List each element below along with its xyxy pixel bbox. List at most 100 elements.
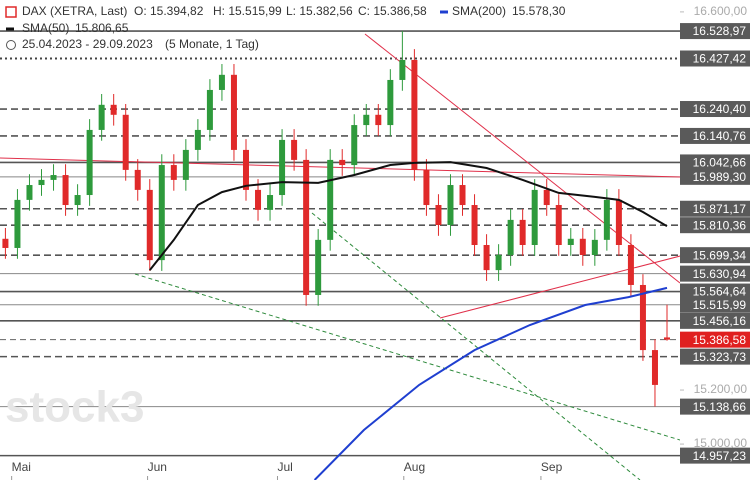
candle-body bbox=[327, 159, 334, 240]
candle-body bbox=[74, 195, 81, 206]
candle-body bbox=[519, 219, 526, 245]
candle-body bbox=[255, 189, 262, 210]
candle-body bbox=[483, 244, 490, 271]
candle-body bbox=[651, 350, 658, 385]
level-label: 15.810,36 bbox=[693, 218, 747, 232]
candle-body bbox=[291, 139, 298, 160]
candle-body bbox=[363, 114, 370, 126]
candle-body bbox=[134, 169, 141, 190]
watermark: stock3 bbox=[5, 383, 144, 432]
x-tick-label: Aug bbox=[404, 460, 425, 474]
level-label-box bbox=[680, 200, 750, 217]
legend-label: SMA(50) bbox=[22, 21, 69, 35]
candle-body bbox=[206, 89, 213, 130]
level-label: 14.957,23 bbox=[693, 449, 747, 463]
candle-body bbox=[375, 114, 382, 126]
level-label-box bbox=[680, 447, 750, 464]
level-label-box bbox=[680, 265, 750, 282]
candle-body bbox=[158, 165, 165, 261]
candle-body bbox=[62, 175, 69, 206]
ohlc-open: O: 15.394,82 bbox=[134, 4, 204, 18]
level-label: 15.386,58 bbox=[693, 333, 747, 347]
trend-line bbox=[311, 212, 641, 480]
sma-line bbox=[149, 161, 668, 271]
ohlc-close: C: 15.386,58 bbox=[358, 4, 427, 18]
trend-lines bbox=[0, 33, 680, 480]
candle-body bbox=[507, 219, 514, 255]
candle-body bbox=[615, 199, 622, 245]
candle-body bbox=[387, 79, 394, 126]
level-label-box bbox=[680, 23, 750, 40]
candle-body bbox=[591, 239, 598, 255]
level-label: 15.871,17 bbox=[693, 202, 747, 216]
level-label: 15.323,73 bbox=[693, 350, 747, 364]
legend-label: SMA(200) bbox=[452, 4, 506, 18]
level-label-box bbox=[680, 348, 750, 365]
legend-value: 15.578,30 bbox=[512, 4, 566, 18]
candle-body bbox=[315, 239, 322, 295]
candle-body bbox=[110, 104, 117, 115]
sma-line bbox=[313, 286, 668, 480]
level-label: 15.699,34 bbox=[693, 248, 747, 262]
level-label-box bbox=[680, 168, 750, 185]
candle-body bbox=[664, 337, 671, 340]
candle-body bbox=[2, 238, 9, 248]
instrument: DAX (XETRA, Last) bbox=[22, 4, 127, 18]
candle-body bbox=[423, 169, 430, 206]
candle-body bbox=[194, 129, 201, 150]
level-label-box bbox=[680, 247, 750, 264]
level-label-box bbox=[680, 398, 750, 415]
level-label-box bbox=[680, 331, 750, 348]
candle-body bbox=[435, 205, 442, 226]
level-label: 15.138,66 bbox=[693, 400, 747, 414]
candle-body bbox=[579, 238, 586, 255]
candle-body bbox=[267, 195, 274, 210]
level-label: 15.564,64 bbox=[693, 285, 747, 299]
candle-body bbox=[555, 205, 562, 245]
level-label: 16.427,42 bbox=[693, 52, 747, 66]
candle-body bbox=[218, 74, 225, 90]
trend-line bbox=[134, 273, 680, 441]
trend-line bbox=[364, 33, 680, 284]
candle-body bbox=[459, 185, 466, 206]
candle-body bbox=[86, 129, 93, 196]
moving-averages bbox=[149, 161, 668, 480]
candle-body bbox=[339, 159, 346, 166]
ohlc-high: H: 15.515,99 bbox=[213, 4, 282, 18]
x-tick-label: Jun bbox=[148, 460, 167, 474]
level-label-box bbox=[680, 50, 750, 67]
period-icon bbox=[6, 40, 16, 50]
candle-body bbox=[50, 175, 57, 180]
candle-body bbox=[242, 149, 249, 190]
candle-body bbox=[567, 238, 574, 245]
level-label: 16.528,97 bbox=[693, 24, 747, 38]
legend-value: 15.806,65 bbox=[75, 21, 129, 35]
candle-body bbox=[182, 149, 189, 180]
period-span: (5 Monate, 1 Tag) bbox=[165, 37, 259, 51]
level-label: 15.989,30 bbox=[693, 170, 747, 184]
candle-body bbox=[303, 159, 310, 295]
candle-body bbox=[14, 199, 21, 248]
level-label: 15.456,16 bbox=[693, 314, 747, 328]
x-tick-label: Sep bbox=[541, 460, 563, 474]
level-label-box bbox=[680, 127, 750, 144]
y-tick-label: 15.000,00 bbox=[694, 436, 748, 450]
level-label: 15.515,99 bbox=[693, 298, 747, 312]
y-tick-label: 15.200,00 bbox=[694, 382, 748, 396]
candle-body bbox=[531, 189, 538, 245]
y-tick-label: 16.600,00 bbox=[694, 4, 748, 18]
ohlc-low: L: 15.382,56 bbox=[286, 4, 353, 18]
price-labels: 16.600,00 15.200,00 15.000,00 Mai Jun Jul Aug S… bbox=[12, 4, 750, 474]
candle-body bbox=[26, 185, 33, 200]
level-label: 16.042,66 bbox=[693, 156, 747, 170]
x-tick-label: Jul bbox=[277, 460, 292, 474]
candles bbox=[2, 31, 671, 407]
x-tick-label: Mai bbox=[12, 460, 31, 474]
candle-body bbox=[447, 185, 454, 226]
level-label: 16.240,40 bbox=[693, 102, 747, 116]
level-label-box bbox=[680, 283, 750, 300]
candle-body bbox=[122, 114, 129, 170]
candle-body bbox=[603, 199, 610, 240]
level-label-box bbox=[680, 101, 750, 118]
